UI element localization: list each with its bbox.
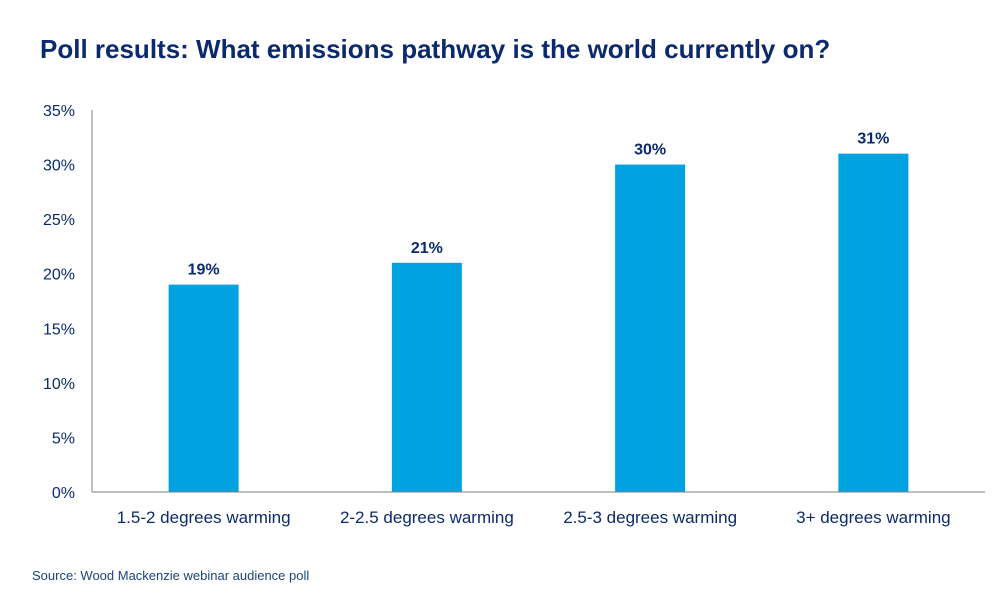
y-tick-label: 15% [43, 321, 75, 338]
bar [838, 153, 909, 492]
y-tick-label: 0% [52, 485, 75, 502]
y-tick-label: 20% [43, 267, 75, 284]
y-tick-label: 5% [52, 430, 75, 447]
bar [615, 164, 686, 493]
y-tick-label: 25% [43, 212, 75, 229]
x-tick-label: 1.5-2 degrees warming [117, 508, 291, 527]
y-tick-label: 10% [43, 376, 75, 393]
data-label: 30% [634, 142, 666, 159]
source-note: Source: Wood Mackenzie webinar audience … [32, 568, 310, 583]
x-tick-label: 3+ degrees warming [796, 508, 951, 527]
bar [168, 284, 239, 492]
data-label: 19% [188, 262, 220, 279]
chart-title: Poll results: What emissions pathway is … [40, 34, 831, 64]
bars: 19% 21% 30% 31% [168, 131, 909, 493]
data-label: 31% [857, 131, 889, 148]
x-tick-label: 2.5-3 degrees warming [563, 508, 737, 527]
x-axis: 1.5-2 degrees warming 2-2.5 degrees warmi… [92, 491, 985, 527]
data-label: 21% [411, 240, 443, 257]
y-axis: 0% 5% 10% 15% 20% 25% 30% 35% [43, 103, 93, 502]
y-tick-label: 30% [43, 158, 75, 175]
x-tick-label: 2-2.5 degrees warming [340, 508, 514, 527]
y-tick-label: 35% [43, 103, 75, 120]
bar [391, 262, 462, 492]
